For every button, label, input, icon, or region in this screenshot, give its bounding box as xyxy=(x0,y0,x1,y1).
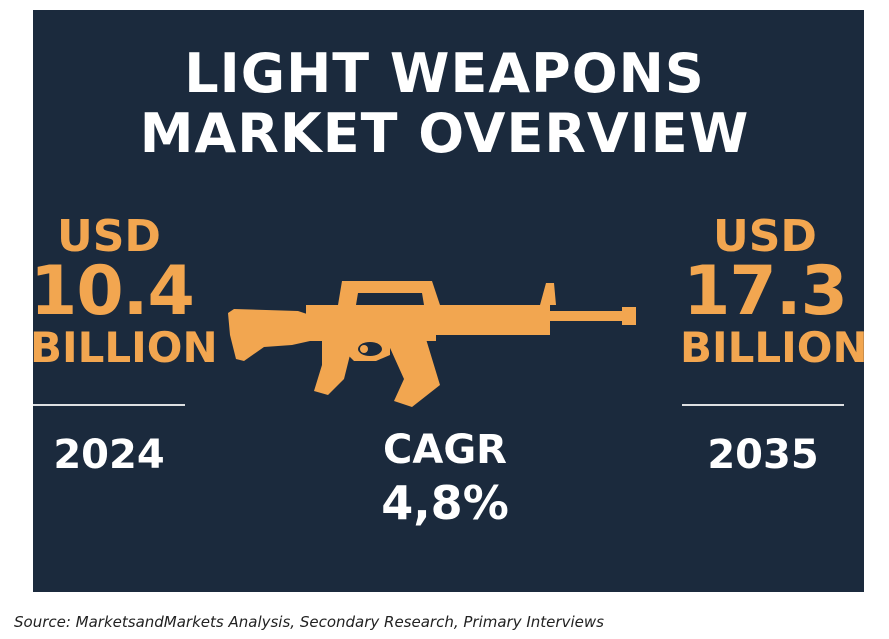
value-2035-currency: USD xyxy=(713,211,817,262)
value-2035-amount: 17.3 xyxy=(683,252,848,331)
divider-right xyxy=(682,404,844,406)
cagr-block: CAGR 4,8% xyxy=(330,426,560,532)
value-2024-amount: 10.4 xyxy=(30,252,195,331)
value-2035: USD 17.3 BILLION xyxy=(680,211,868,373)
page-title: LIGHT WEAPONS MARKET OVERVIEW xyxy=(0,44,889,164)
value-2035-unit: BILLION xyxy=(680,323,868,372)
divider-left xyxy=(33,404,185,406)
title-line-1: LIGHT WEAPONS xyxy=(184,42,705,105)
title-line-2: MARKET OVERVIEW xyxy=(139,102,750,165)
value-2024-currency: USD xyxy=(57,211,161,262)
rifle-icon xyxy=(228,281,636,407)
year-2035: 2035 xyxy=(707,432,819,478)
cagr-value: 4,8% xyxy=(381,476,509,530)
year-2024: 2024 xyxy=(53,432,165,478)
cagr-label: CAGR xyxy=(383,427,507,473)
source-note: Source: MarketsandMarkets Analysis, Seco… xyxy=(14,613,604,631)
value-2024-unit: BILLION xyxy=(30,323,218,372)
infographic-panel xyxy=(33,10,864,592)
value-2024: USD 10.4 BILLION xyxy=(30,211,218,373)
